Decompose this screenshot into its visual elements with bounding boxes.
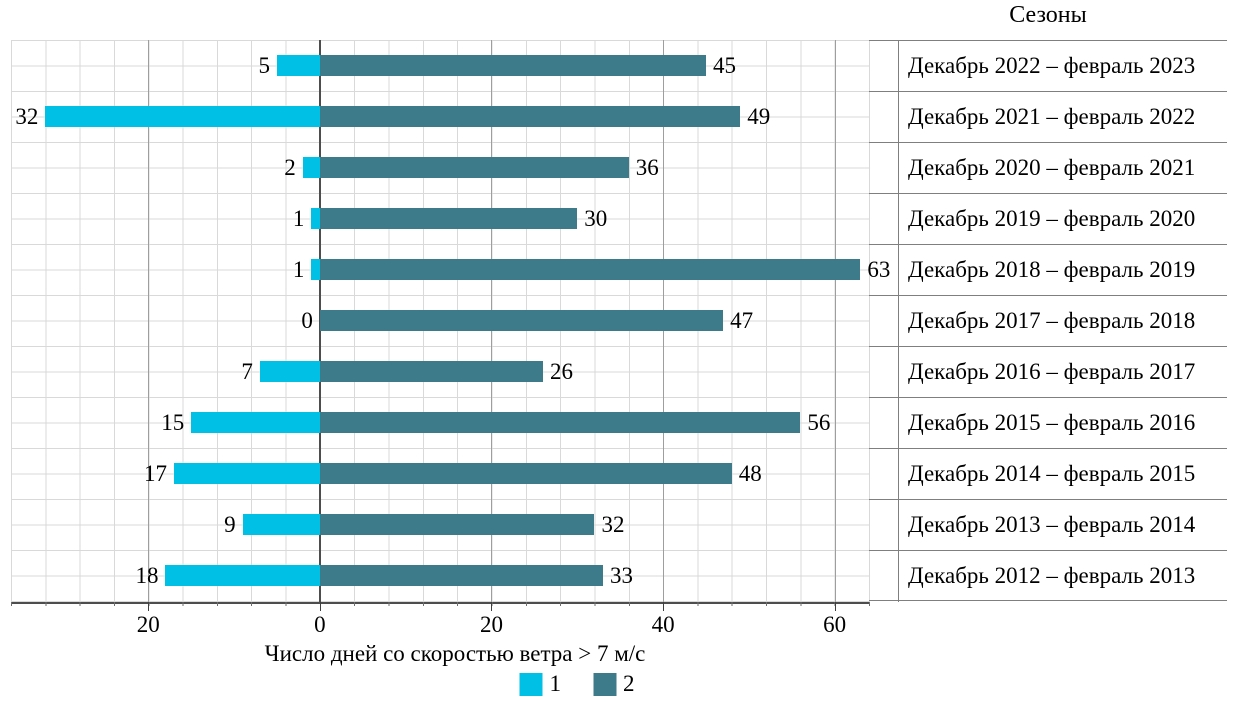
- season-row: Декабрь 2019 – февраль 2020: [869, 193, 1227, 244]
- x-axis-major-tick: [834, 602, 836, 611]
- legend-label: 2: [623, 671, 635, 696]
- bar-series2: [319, 106, 741, 127]
- season-label: Декабрь 2012 – февраль 2013: [908, 562, 1196, 588]
- bar-series1: [242, 514, 320, 535]
- bar-series2: [319, 310, 724, 331]
- value-label-series2: 48: [738, 460, 762, 486]
- major-gridline: [834, 40, 836, 602]
- season-row: Декабрь 2018 – февраль 2019: [869, 244, 1227, 295]
- category-column-border: [898, 40, 899, 602]
- x-axis-tick-label: 20: [479, 612, 503, 637]
- season-label: Декабрь 2020 – февраль 2021: [908, 155, 1196, 180]
- season-label: Декабрь 2021 – февраль 2022: [908, 104, 1196, 129]
- x-axis-minor-ticks: [11, 602, 870, 606]
- x-axis-major-tick: [491, 602, 493, 611]
- season-label: Декабрь 2014 – февраль 2015: [908, 461, 1196, 486]
- season-row: Декабрь 2017 – февраль 2018: [869, 295, 1227, 346]
- value-label-series2: 63: [867, 256, 891, 282]
- bar-series2: [319, 361, 543, 382]
- bar-series2: [319, 463, 732, 484]
- season-label: Декабрь 2015 – февраль 2016: [908, 410, 1196, 435]
- category-axis-title: Сезоны: [1009, 2, 1087, 28]
- legend-item: 1: [519, 671, 562, 697]
- bar-series2: [319, 208, 578, 229]
- bar-series1: [45, 106, 320, 127]
- value-label-series1: 0: [301, 307, 313, 333]
- season-label: Декабрь 2019 – февраль 2020: [908, 206, 1196, 231]
- season-row: Декабрь 2013 – февраль 2014: [869, 499, 1227, 550]
- season-label: Декабрь 2013 – февраль 2014: [908, 512, 1196, 537]
- value-label-series1: 7: [241, 358, 253, 384]
- x-axis-title: Число дней со скоростью ветра > 7 м/с: [264, 641, 646, 666]
- value-label-series1: 2: [284, 154, 296, 180]
- bar-series1: [311, 259, 320, 280]
- x-axis-major-tick: [663, 602, 665, 611]
- bar-series2: [319, 259, 861, 280]
- season-row: Декабрь 2014 – февраль 2015: [869, 448, 1227, 499]
- bar-series1: [302, 157, 320, 178]
- bar-series2: [319, 514, 595, 535]
- value-label-series1: 1: [292, 205, 305, 231]
- season-label: Декабрь 2022 – февраль 2023: [908, 53, 1196, 78]
- bar-series1: [311, 208, 320, 229]
- value-label-series2: 36: [635, 154, 659, 180]
- bar-series1: [165, 565, 320, 586]
- value-label-series1: 1: [292, 256, 305, 282]
- season-row: Декабрь 2020 – февраль 2021: [869, 142, 1227, 193]
- plot-area: 5 45 32 49 2 36 1 30 1 63 0 47 7 26 15 56 17 48 9 32 18 33: [11, 40, 890, 604]
- season-row: Декабрь 2021 – февраль 2022: [869, 91, 1227, 142]
- value-label-series1: 9: [224, 511, 236, 537]
- season-row: Декабрь 2012 – февраль 2013: [869, 550, 1227, 601]
- x-axis-tick-label: 0: [314, 612, 326, 637]
- x-axis-major-tick: [319, 602, 321, 611]
- x-axis-tick-label: 60: [823, 612, 847, 637]
- season-row: Декабрь 2015 – февраль 2016: [869, 397, 1227, 448]
- season-label: Декабрь 2018 – февраль 2019: [908, 257, 1196, 282]
- value-label-series1: 15: [161, 409, 185, 435]
- value-label-series1: 32: [15, 103, 39, 129]
- bar-series1: [174, 463, 320, 484]
- value-label-series2: 33: [610, 562, 634, 588]
- value-label-series1: 5: [258, 52, 270, 78]
- bar-series1: [276, 55, 320, 76]
- value-label-series2: 56: [807, 409, 831, 435]
- value-label-series1: 18: [135, 562, 159, 588]
- legend-item: 2: [593, 671, 635, 697]
- category-column: Декабрь 2022 – февраль 2023 Декабрь 2021 …: [869, 40, 1227, 602]
- legend-swatch: [593, 672, 616, 696]
- legend-swatch: [519, 672, 543, 696]
- season-row: Декабрь 2016 – февраль 2017: [869, 346, 1227, 397]
- bar-series1: [191, 412, 320, 433]
- value-label-series2: 47: [730, 307, 754, 333]
- bar-series1: [259, 361, 320, 382]
- value-label-series2: 26: [549, 358, 573, 384]
- bar-series2: [319, 157, 629, 178]
- x-axis-major-tick: [148, 602, 150, 611]
- x-axis-tick-label: 40: [651, 612, 675, 637]
- season-row: Декабрь 2022 – февраль 2023: [869, 40, 1227, 91]
- legend-label: 1: [549, 671, 562, 696]
- value-label-series2: 49: [747, 103, 771, 129]
- bar-series2: [319, 55, 706, 76]
- major-gridline: [148, 40, 150, 602]
- value-label-series2: 45: [712, 52, 736, 78]
- value-label-series2: 30: [584, 205, 608, 231]
- x-axis-tick-label: 20: [136, 612, 160, 637]
- season-label: Декабрь 2017 – февраль 2018: [908, 308, 1196, 333]
- value-label-series2: 32: [601, 511, 625, 537]
- value-label-series1: 17: [144, 460, 168, 486]
- bar-series2: [319, 412, 801, 433]
- season-label: Декабрь 2016 – февраль 2017: [908, 359, 1196, 384]
- bar-series2: [319, 565, 603, 586]
